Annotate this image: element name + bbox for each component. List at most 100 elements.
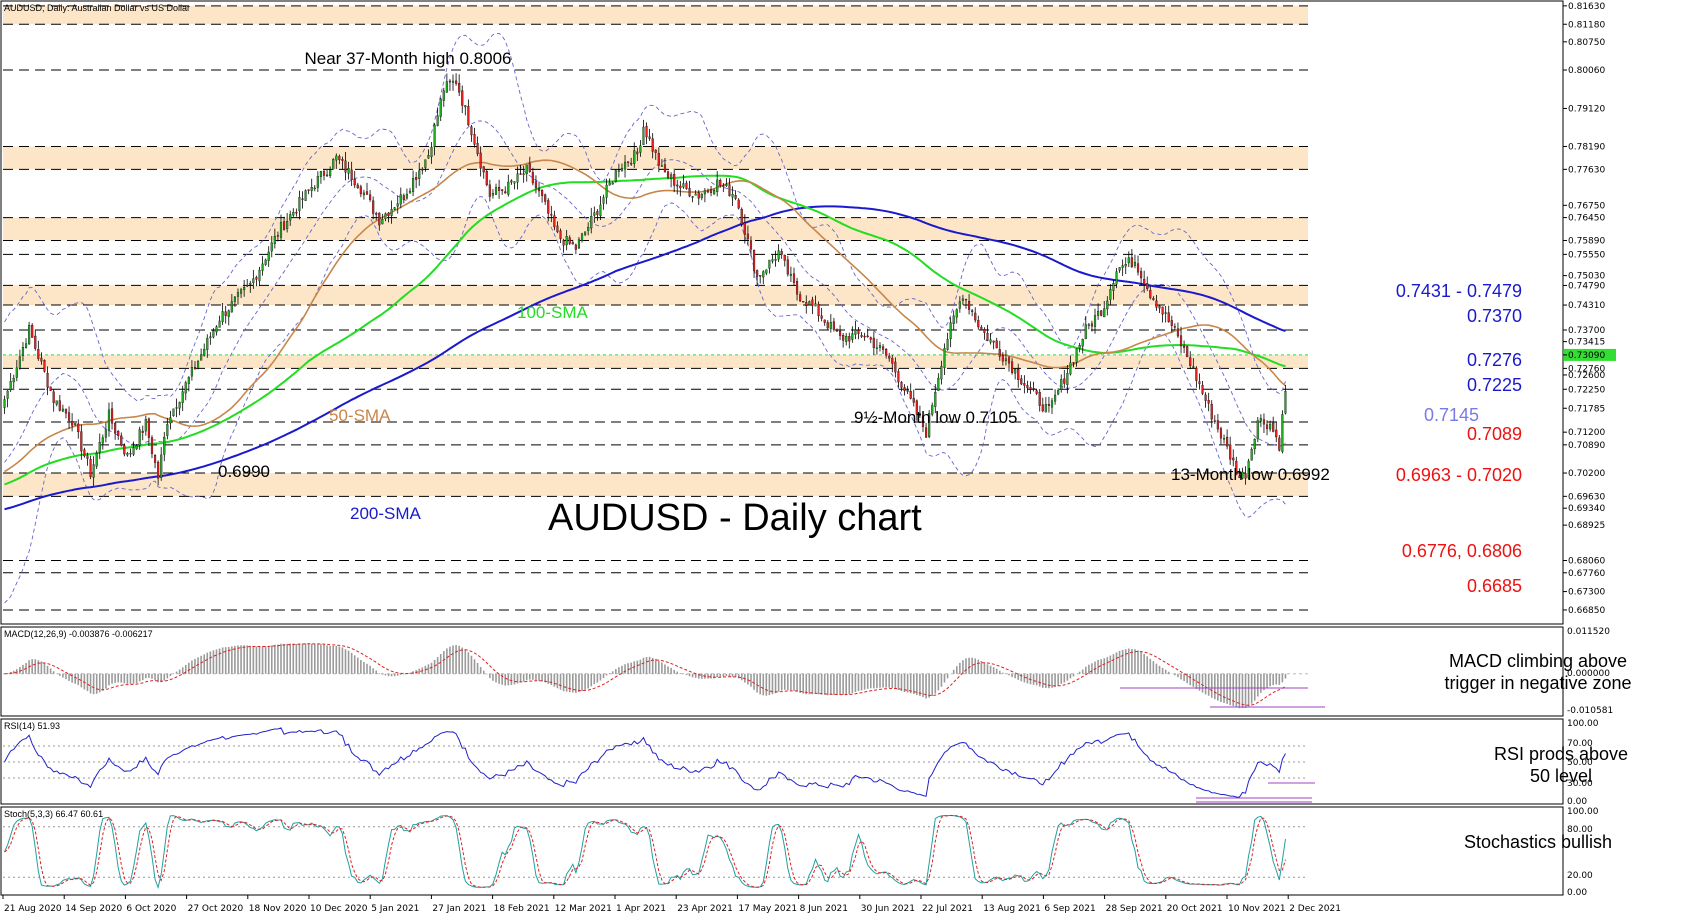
candle-body — [279, 222, 283, 238]
candle-body — [123, 445, 126, 455]
label-100-sma: 100-SMA — [517, 303, 589, 322]
candle-body — [430, 147, 433, 158]
candle-body — [565, 236, 568, 246]
candle-body — [1253, 439, 1256, 450]
candle-body — [491, 193, 495, 196]
candle-body — [1136, 263, 1140, 273]
candle-body — [304, 190, 307, 201]
candle-body — [528, 163, 531, 172]
candle-body — [372, 200, 375, 214]
price-label: 0.73700 — [1568, 326, 1605, 336]
candle-body — [740, 209, 743, 225]
candle-body — [313, 187, 316, 190]
candle-body — [252, 278, 255, 284]
candle-body — [1176, 328, 1180, 337]
candle-body — [1100, 310, 1103, 316]
main-panel: 0.81630 0.81180 0.80750 0.80060 0.79120 0.781… — [0, 0, 1616, 625]
candle-body — [1146, 283, 1149, 289]
level-label-7431-7479: 0.7431 - 0.7479 — [1396, 281, 1522, 301]
candle-body — [709, 189, 713, 193]
candle-body — [1004, 358, 1008, 362]
candle-body — [77, 423, 80, 433]
candle-body — [157, 461, 160, 479]
candle-body — [550, 214, 553, 216]
candle-body — [719, 180, 722, 186]
candle-body — [697, 192, 700, 199]
candle-body — [415, 177, 418, 180]
candle-body — [458, 83, 461, 93]
candle-body — [236, 292, 240, 297]
candle-body — [915, 400, 918, 415]
candle-body — [1284, 391, 1287, 414]
candle-body — [1244, 473, 1247, 479]
candle-body — [1087, 324, 1090, 326]
moving-averages — [4, 159, 1287, 511]
candle-body — [596, 211, 599, 216]
candle-body — [1103, 308, 1106, 318]
candle-body — [1161, 306, 1164, 315]
candle-body — [762, 271, 765, 278]
candle-body — [298, 197, 301, 212]
candle-body — [1081, 339, 1084, 347]
candle-body — [178, 401, 181, 409]
time-label: 30 Jun 2021 — [861, 904, 915, 914]
candle-body — [233, 296, 236, 302]
candle-body — [983, 329, 986, 333]
candle-body — [931, 405, 934, 415]
candle-body — [1017, 368, 1020, 381]
candle-body — [350, 169, 353, 181]
price-label: 0.69630 — [1568, 492, 1605, 502]
candle-body — [264, 259, 267, 265]
candle-body — [292, 212, 295, 216]
candle-body — [86, 455, 89, 459]
candle-body — [153, 455, 157, 463]
candle-body — [912, 397, 915, 403]
candle-body — [9, 381, 12, 391]
candle-body — [396, 203, 399, 207]
candle-body — [215, 326, 218, 333]
candle-body — [21, 347, 25, 356]
candle-body — [282, 221, 286, 230]
candle-body — [442, 90, 445, 101]
candle-body — [531, 172, 534, 184]
candle-body — [402, 195, 405, 200]
candle-body — [206, 337, 209, 350]
candle-body — [541, 190, 544, 196]
candle-body — [522, 173, 525, 175]
candle-body — [64, 408, 68, 414]
candle-body — [384, 213, 387, 220]
candle-body — [52, 391, 55, 403]
candle-body — [817, 303, 820, 317]
candle-body — [842, 335, 845, 341]
candle-body — [433, 124, 436, 147]
candle-body — [654, 149, 657, 153]
candle-body — [1127, 257, 1130, 264]
time-label: 6 Sep 2021 — [1044, 904, 1095, 914]
candle-body — [949, 322, 952, 340]
candle-body — [780, 251, 783, 255]
candle-body — [946, 339, 949, 350]
candle-body — [614, 170, 617, 182]
candle-body — [375, 213, 378, 215]
candle-body — [1201, 384, 1204, 394]
candle-body — [774, 258, 777, 261]
candle-body — [562, 240, 565, 246]
candle-body — [1198, 381, 1201, 384]
candle-body — [872, 337, 875, 349]
candle-body — [605, 184, 608, 198]
candle-body — [620, 167, 624, 171]
candle-body — [37, 349, 40, 359]
candle-body — [224, 311, 227, 316]
main-header: AUDUSD, Daily: Australian Dollar vs US D… — [4, 3, 190, 13]
candle-body — [611, 182, 614, 185]
candle-body — [1167, 312, 1170, 322]
candle-body — [289, 214, 292, 221]
candle-body — [580, 233, 584, 241]
candle-body — [150, 437, 154, 454]
candle-body — [630, 162, 633, 165]
candle-body — [55, 400, 58, 405]
price-label: 0.72600 — [1568, 371, 1605, 381]
candle-body — [728, 184, 731, 197]
candle-body — [666, 171, 670, 178]
candle-body — [961, 298, 964, 301]
